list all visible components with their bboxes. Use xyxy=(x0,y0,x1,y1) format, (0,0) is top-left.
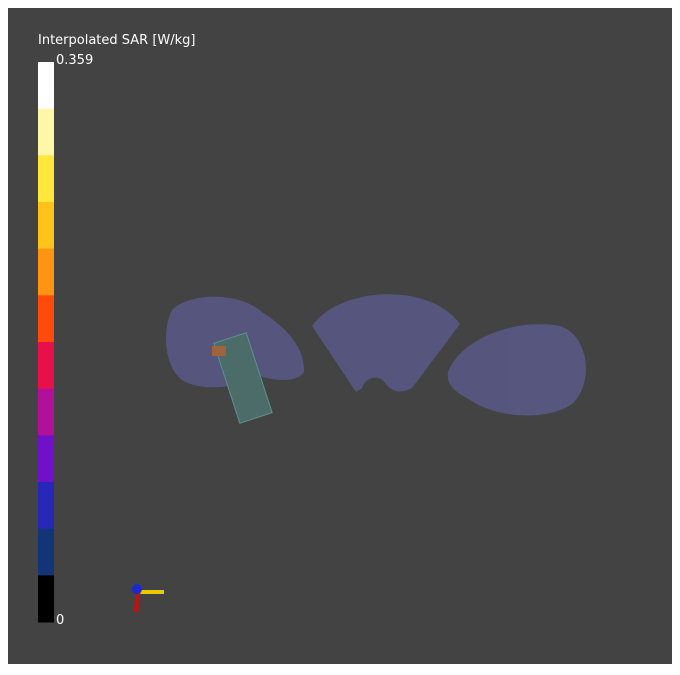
colorbar-segment xyxy=(38,575,54,623)
axes-gizmo xyxy=(132,584,164,613)
head-top xyxy=(312,294,460,392)
colorbar-segment xyxy=(38,295,54,343)
colorbar-title: Interpolated SAR [W/kg] xyxy=(38,33,196,48)
colorbar-segment xyxy=(38,435,54,483)
colorbar-min: 0 xyxy=(56,613,64,628)
colorbar-segment xyxy=(38,202,54,250)
model xyxy=(166,294,586,424)
colorbar-segment xyxy=(38,482,54,530)
phone xyxy=(213,332,273,424)
colorbar-segment xyxy=(38,248,54,296)
colorbar-segment xyxy=(38,528,54,576)
antenna xyxy=(212,346,226,356)
colorbar xyxy=(38,62,54,623)
colorbar-segment xyxy=(38,388,54,436)
colorbar-segment xyxy=(38,155,54,203)
colorbar-segment xyxy=(38,62,54,110)
colorbar-segment xyxy=(38,108,54,156)
colorbar-max: 0.359 xyxy=(56,53,93,68)
head-right xyxy=(447,324,586,416)
colorbar-segment xyxy=(38,342,54,390)
